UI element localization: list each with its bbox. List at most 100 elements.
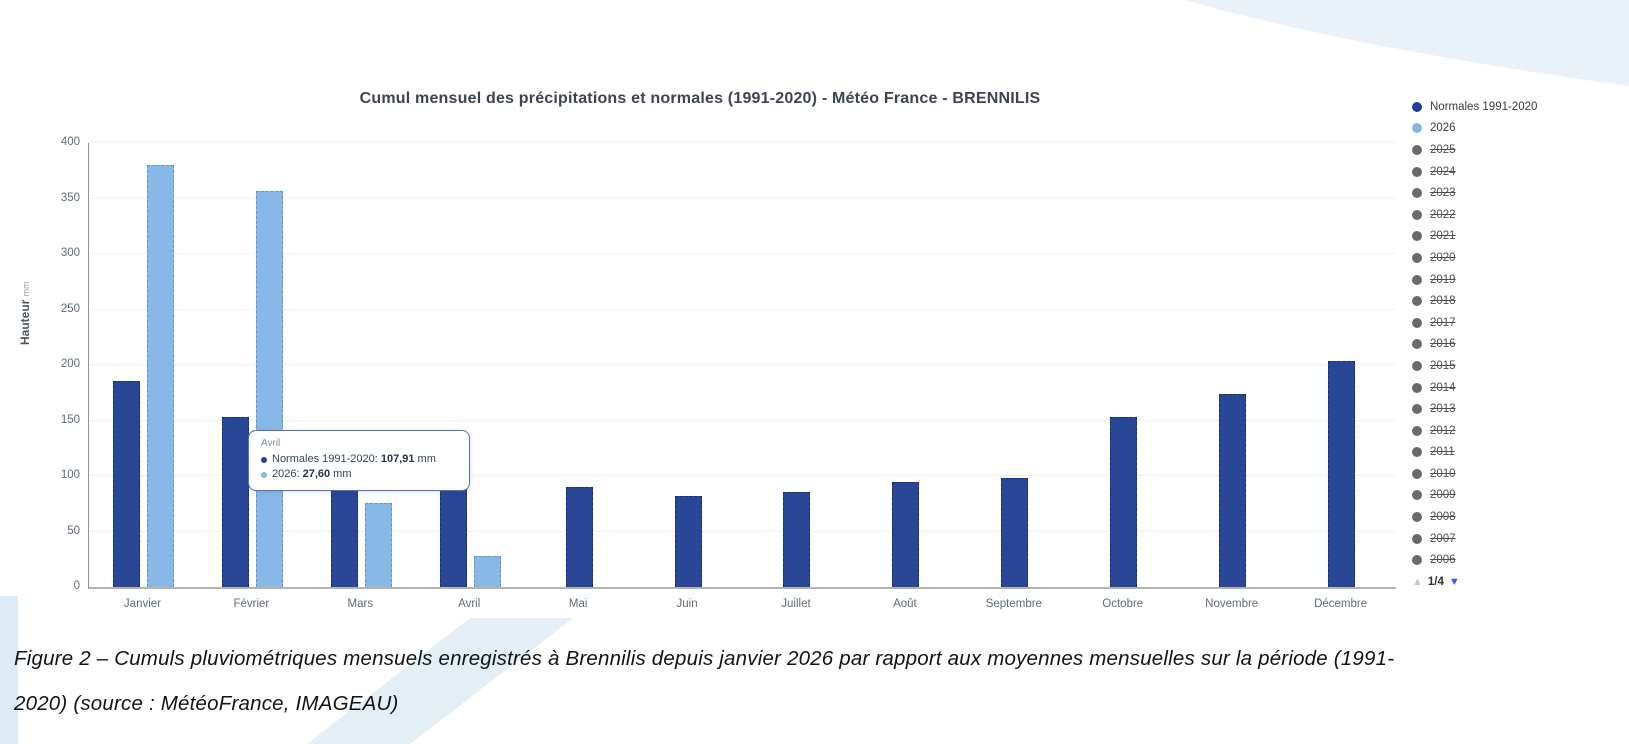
bar-normales-juillet[interactable] <box>783 491 811 587</box>
bar-2026-avril[interactable] <box>473 556 501 587</box>
x-axis-labels: Janvier Février Mars Avril Mai Juin Juillet Aoû… <box>88 598 1395 610</box>
legend-dot <box>1412 317 1422 328</box>
legend-label: 2011 <box>1430 446 1455 459</box>
y-axis-label: Hauteur mm <box>18 281 32 345</box>
legend-item-2015[interactable]: 2015 <box>1412 355 1622 377</box>
x-label-septembre: Septembre <box>985 598 1042 610</box>
legend: Normales 1991-2020 2026 2025 2024 2023 2022 20… <box>1412 96 1622 593</box>
legend-dot <box>1412 101 1422 112</box>
gridline-350 <box>89 197 1396 199</box>
legend-item-2016[interactable]: 2016 <box>1412 334 1622 356</box>
legend-label: Normales 1991-2020 <box>1430 100 1538 113</box>
legend-item-2012[interactable]: 2012 <box>1412 420 1622 442</box>
y-tick-250: 250 <box>60 302 80 315</box>
bar-normales-septembre[interactable] <box>1001 478 1029 587</box>
x-label-août: Août <box>893 598 917 610</box>
legend-item-normales-1991-2020[interactable]: Normales 1991-2020 <box>1412 96 1622 118</box>
legend-dot <box>1412 231 1422 242</box>
x-label-octobre: Octobre <box>1102 598 1144 610</box>
tooltip-bullet-icon <box>261 471 267 478</box>
x-label-juin: Juin <box>676 598 698 610</box>
legend-label: 2019 <box>1430 273 1456 286</box>
legend-item-2019[interactable]: 2019 <box>1412 269 1622 291</box>
legend-item-2010[interactable]: 2010 <box>1412 463 1622 485</box>
legend-page-up-icon[interactable]: ▲ <box>1412 576 1423 589</box>
legend-item-2020[interactable]: 2020 <box>1412 247 1622 269</box>
gridline-150 <box>89 419 1396 421</box>
legend-item-2026[interactable]: 2026 <box>1412 118 1622 140</box>
legend-dot <box>1412 404 1422 415</box>
bar-normales-juin[interactable] <box>674 495 702 587</box>
legend-item-2008[interactable]: 2008 <box>1412 506 1622 528</box>
legend-label: 2012 <box>1430 424 1456 437</box>
bar-normales-mai[interactable] <box>565 487 593 587</box>
figure-caption-line2: 2020) (source : MétéoFrance, IMAGEAU) <box>14 692 399 715</box>
legend-dot <box>1412 360 1422 371</box>
legend-item-2024[interactable]: 2024 <box>1412 161 1622 183</box>
plot-area <box>88 142 1396 589</box>
legend-dot <box>1412 123 1422 134</box>
x-label-décembre: Décembre <box>1314 598 1368 610</box>
y-tick-300: 300 <box>60 247 80 259</box>
legend-item-2022[interactable]: 2022 <box>1412 204 1622 226</box>
bar-normales-novembre[interactable] <box>1219 393 1247 587</box>
gridline-300 <box>89 253 1396 254</box>
legend-label: 2007 <box>1430 532 1456 545</box>
month-slot-juin <box>634 143 743 587</box>
legend-dot <box>1412 296 1422 307</box>
legend-label: 2025 <box>1430 143 1456 156</box>
legend-item-2006[interactable]: 2006 <box>1412 549 1622 571</box>
gridline-250 <box>89 308 1396 310</box>
month-slot-février <box>198 143 307 587</box>
tooltip-rows: Normales 1991-2020: 107,91 mm 2026: 27,60… <box>261 452 457 482</box>
gridline-50 <box>89 530 1396 532</box>
legend-label: 2017 <box>1430 316 1456 329</box>
bar-2026-février[interactable] <box>255 190 283 587</box>
top-right-swoosh <box>1185 0 1629 86</box>
legend-page-down-icon[interactable]: ▼ <box>1448 576 1460 589</box>
legend-item-2011[interactable]: 2011 <box>1412 442 1622 464</box>
legend-label: 2021 <box>1430 230 1456 243</box>
legend-label: 2015 <box>1430 359 1456 372</box>
bar-normales-février[interactable] <box>221 417 249 587</box>
legend-item-2017[interactable]: 2017 <box>1412 312 1622 334</box>
legend-item-2009[interactable]: 2009 <box>1412 485 1622 507</box>
legend-item-2013[interactable]: 2013 <box>1412 398 1622 420</box>
bar-normales-octobre[interactable] <box>1110 417 1138 587</box>
legend-dot <box>1412 339 1422 350</box>
legend-item-2007[interactable]: 2007 <box>1412 528 1622 550</box>
bar-2026-janvier[interactable] <box>146 165 174 587</box>
legend-dot <box>1412 188 1422 199</box>
legend-dot <box>1412 209 1422 220</box>
legend-label: 2016 <box>1430 338 1456 351</box>
legend-item-2021[interactable]: 2021 <box>1412 226 1622 248</box>
legend-item-2018[interactable]: 2018 <box>1412 290 1622 312</box>
tooltip: Avril Normales 1991-2020: 107,91 mm 2026:… <box>248 430 470 491</box>
bar-normales-décembre[interactable] <box>1328 360 1356 587</box>
legend-item-2025[interactable]: 2025 <box>1412 139 1622 161</box>
bar-normales-août[interactable] <box>892 481 920 587</box>
y-axis-unit: mm <box>21 281 31 297</box>
tooltip-bullet-icon <box>261 456 267 463</box>
x-label-juillet: Juillet <box>781 598 811 610</box>
month-slot-décembre <box>1287 143 1396 587</box>
legend-dot <box>1412 555 1422 566</box>
legend-label: 2022 <box>1430 208 1456 221</box>
month-slot-octobre <box>1069 143 1178 587</box>
month-slot-septembre <box>960 143 1069 587</box>
legend-label: 2018 <box>1430 295 1456 308</box>
month-slot-mai <box>525 143 634 587</box>
y-axis-label-text: Hauteur <box>18 299 32 345</box>
legend-item-2023[interactable]: 2023 <box>1412 182 1622 204</box>
legend-item-2014[interactable]: 2014 <box>1412 377 1622 399</box>
bar-2026-mars[interactable] <box>364 502 392 587</box>
y-tick-50: 50 <box>67 524 80 537</box>
bar-normales-janvier[interactable] <box>112 380 140 587</box>
bottom-ribbon <box>307 618 573 744</box>
x-label-avril: Avril <box>458 598 481 610</box>
legend-dot <box>1412 512 1422 523</box>
legend-dot <box>1412 468 1422 479</box>
month-slot-novembre <box>1178 143 1287 587</box>
y-tick-100: 100 <box>60 469 80 481</box>
legend-pagination: ▲ 1/4 ▼ <box>1412 571 1622 593</box>
